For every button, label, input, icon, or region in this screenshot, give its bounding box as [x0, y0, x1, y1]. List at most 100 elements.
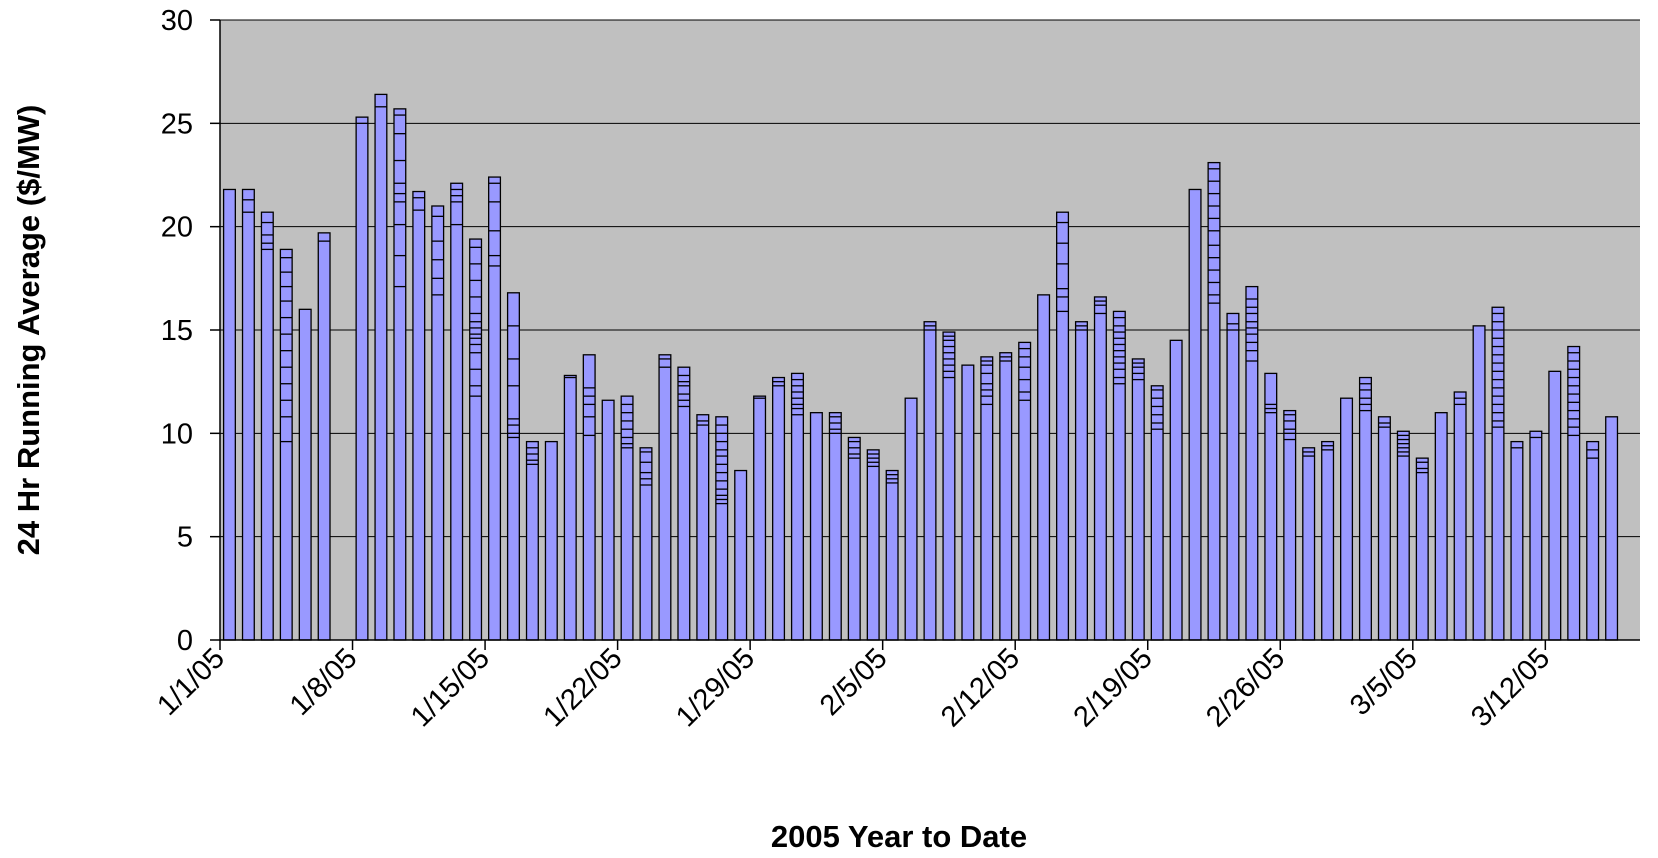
y-tick-label: 5 — [177, 522, 193, 554]
bar-2/9/05 — [942, 331, 956, 641]
bar-2/18/05 — [1112, 310, 1126, 641]
x-tick-label: 1/29/05 — [670, 642, 761, 733]
bar-1/6/05 — [298, 308, 312, 641]
bar-3/3/05 — [1358, 376, 1372, 641]
bar — [1131, 358, 1145, 641]
bar — [847, 436, 861, 641]
bar-3/15/05 — [1586, 440, 1600, 641]
bar-1/22/05 — [601, 399, 615, 641]
bar-3/7/05 — [1434, 412, 1448, 641]
bar — [999, 352, 1013, 641]
x-tick-label: 3/12/05 — [1465, 642, 1556, 733]
bar — [1415, 457, 1429, 641]
bar — [469, 238, 483, 641]
bar-1/19/05 — [544, 440, 558, 641]
x-tick-label: 2/5/05 — [814, 642, 894, 722]
bar — [866, 449, 880, 641]
bar-1/14/05 — [450, 182, 464, 641]
bar — [734, 469, 748, 641]
bar — [601, 399, 615, 641]
bar — [1567, 345, 1581, 641]
bar-3/16/05 — [1605, 416, 1619, 641]
bar-1/13/05 — [431, 205, 445, 641]
bar — [1074, 321, 1088, 641]
bar-2/14/05 — [1037, 294, 1051, 641]
bar-1/16/05 — [488, 176, 502, 641]
x-tick-label: 1/8/05 — [284, 642, 364, 722]
x-tick-label: 2/26/05 — [1200, 642, 1291, 733]
bar — [1018, 341, 1032, 641]
bar-2/2/05 — [809, 412, 823, 641]
bar-2/4/05 — [847, 436, 861, 641]
y-axis-tick-labels: 0 5 10 15 20 25 30 — [161, 5, 193, 657]
bar-1/15/05 — [469, 238, 483, 641]
bar-3/4/05 — [1377, 416, 1391, 641]
bar-1/4/05 — [260, 211, 274, 641]
bar-3/11/05 — [1510, 440, 1524, 641]
x-tick-label: 2/12/05 — [935, 642, 1026, 733]
bar-2/7/05 — [904, 397, 918, 641]
bar — [809, 412, 823, 641]
bar — [1472, 325, 1486, 641]
bar-3/13/05 — [1548, 370, 1562, 641]
bar-3/6/05 — [1415, 457, 1429, 641]
bar — [1586, 440, 1600, 641]
bar — [544, 440, 558, 641]
bar — [298, 308, 312, 641]
bar-3/8/05 — [1453, 391, 1467, 641]
bar-2/20/05 — [1150, 385, 1164, 641]
y-tick-label: 15 — [161, 315, 193, 347]
bar-2/27/05 — [1283, 409, 1297, 641]
bar — [1112, 310, 1126, 641]
bar — [1510, 440, 1524, 641]
bar-1/23/05 — [620, 395, 634, 641]
bar-3/14/05 — [1567, 345, 1581, 641]
bar — [923, 321, 937, 641]
bar — [525, 440, 539, 641]
bar — [1150, 385, 1164, 641]
bar — [1302, 447, 1316, 641]
bar — [1037, 294, 1051, 641]
bar — [241, 188, 255, 641]
y-tick-label: 30 — [161, 5, 193, 37]
bar-2/6/05 — [885, 469, 899, 641]
bar — [961, 364, 975, 641]
bar-3/5/05 — [1396, 430, 1410, 641]
x-axis-title: 2005 Year to Date — [771, 819, 1027, 854]
axes — [210, 19, 1640, 650]
bar-2/10/05 — [961, 364, 975, 641]
bar-3/10/05 — [1491, 306, 1505, 641]
bar-3/12/05 — [1529, 430, 1543, 641]
bar — [1453, 391, 1467, 641]
y-axis-title: 24 Hr Running Average ($/MW) — [11, 105, 46, 556]
bar-1/18/05 — [525, 440, 539, 641]
bar — [1377, 416, 1391, 641]
bar — [1056, 211, 1070, 641]
bar-1/24/05 — [639, 447, 653, 641]
bar — [677, 366, 691, 641]
bar-1/5/05 — [279, 248, 293, 641]
bar-1/26/05 — [677, 366, 691, 641]
x-tick-label: 1/15/05 — [405, 642, 496, 733]
bar — [639, 447, 653, 641]
bar — [1358, 376, 1372, 641]
bar — [488, 176, 502, 641]
bar — [374, 93, 388, 641]
y-tick-label: 0 — [177, 625, 193, 657]
bar-1/3/05 — [241, 188, 255, 641]
bar-1/25/05 — [658, 354, 672, 641]
bar — [980, 356, 994, 641]
bar-1/31/05 — [772, 376, 786, 641]
bar-1/2/05 — [222, 188, 236, 641]
bar-3/1/05 — [1321, 440, 1335, 641]
bar — [563, 374, 577, 641]
bar-2/26/05 — [1264, 372, 1278, 641]
bar — [506, 292, 520, 641]
bar — [1264, 372, 1278, 641]
bar-2/8/05 — [923, 321, 937, 641]
bar — [904, 397, 918, 641]
bar-2/17/05 — [1093, 296, 1107, 641]
bar-1/11/05 — [393, 108, 407, 641]
x-tick-label: 2/19/05 — [1068, 642, 1159, 733]
